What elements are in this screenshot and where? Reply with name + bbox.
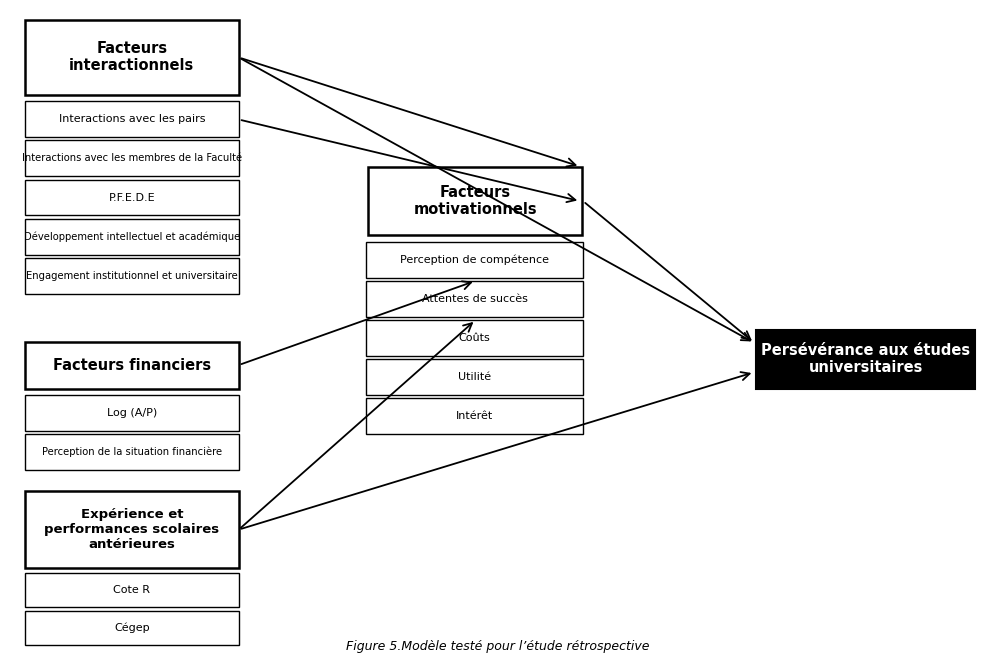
FancyBboxPatch shape [25, 140, 239, 176]
FancyBboxPatch shape [25, 395, 239, 431]
FancyBboxPatch shape [25, 258, 239, 294]
FancyBboxPatch shape [25, 101, 239, 137]
FancyBboxPatch shape [366, 359, 582, 395]
Text: Interactions avec les membres de la Faculté: Interactions avec les membres de la Facu… [22, 153, 242, 163]
FancyBboxPatch shape [25, 219, 239, 255]
Text: Développement intellectuel et académique: Développement intellectuel et académique [24, 231, 240, 242]
Text: Utilité: Utilité [457, 372, 491, 382]
Text: Intérêt: Intérêt [455, 411, 493, 421]
Text: Engagement institutionnel et universitaire: Engagement institutionnel et universitai… [26, 271, 238, 281]
FancyBboxPatch shape [366, 320, 582, 356]
Text: Perception de la situation financière: Perception de la situation financière [42, 447, 222, 458]
FancyBboxPatch shape [25, 611, 239, 645]
Text: Cégep: Cégep [114, 623, 149, 633]
FancyBboxPatch shape [25, 491, 239, 568]
FancyBboxPatch shape [25, 573, 239, 607]
Text: Cote R: Cote R [113, 585, 150, 596]
FancyBboxPatch shape [368, 167, 581, 235]
FancyBboxPatch shape [366, 281, 582, 317]
Text: Perception de compétence: Perception de compétence [400, 254, 549, 265]
Text: Figure 5.Modèle testé pour l’étude rétrospective: Figure 5.Modèle testé pour l’étude rétro… [345, 640, 649, 653]
Text: Facteurs financiers: Facteurs financiers [53, 358, 211, 372]
Text: Facteurs
interactionnels: Facteurs interactionnels [70, 41, 194, 73]
Text: Attentes de succès: Attentes de succès [421, 294, 527, 304]
Text: P.F.E.D.E: P.F.E.D.E [108, 193, 155, 202]
Text: Log (A/P): Log (A/P) [106, 408, 157, 418]
Text: Facteurs
motivationnels: Facteurs motivationnels [413, 185, 537, 217]
Text: Persévérance aux études
universitaires: Persévérance aux études universitaires [760, 343, 969, 375]
FancyBboxPatch shape [366, 242, 582, 278]
FancyBboxPatch shape [25, 342, 239, 389]
FancyBboxPatch shape [25, 180, 239, 215]
FancyBboxPatch shape [25, 20, 239, 95]
Text: Coûts: Coûts [458, 333, 490, 343]
FancyBboxPatch shape [25, 434, 239, 470]
Text: Interactions avec les pairs: Interactions avec les pairs [59, 114, 205, 124]
FancyBboxPatch shape [366, 398, 582, 434]
FancyBboxPatch shape [755, 330, 974, 389]
Text: Expérience et
performances scolaires
antérieures: Expérience et performances scolaires ant… [44, 508, 220, 551]
